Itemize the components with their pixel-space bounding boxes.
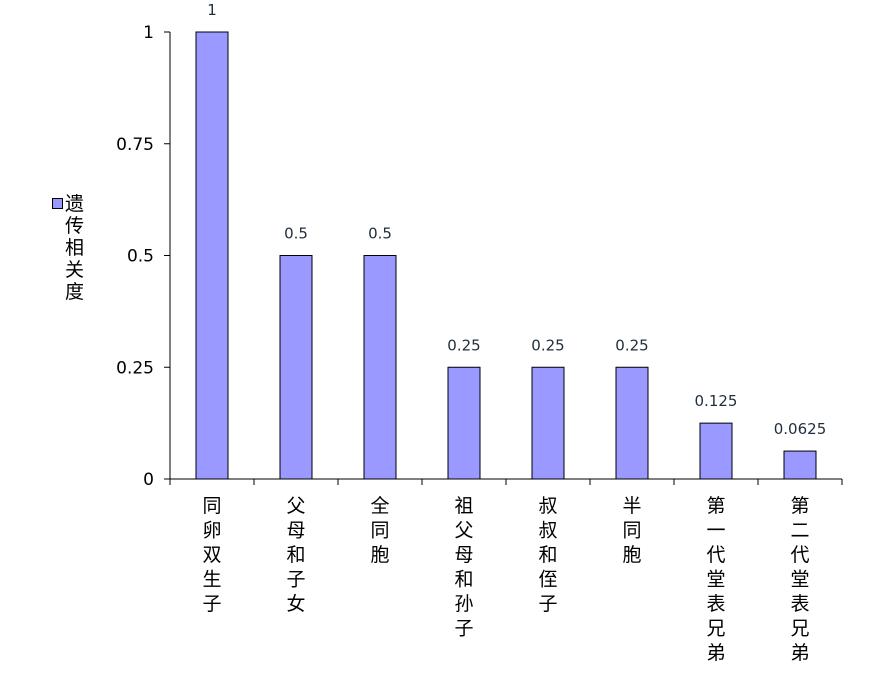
x-category-label: 第二代堂表兄弟 bbox=[790, 495, 809, 664]
data-labels: 1 0.5 0.5 0.25 0.25 0.25 0.125 0.0625 bbox=[207, 1, 826, 438]
y-tick-label: 1 bbox=[143, 23, 154, 43]
bar bbox=[699, 422, 733, 480]
data-label: 0.125 bbox=[695, 392, 738, 410]
y-axis-ticks: 0 0.25 0.5 0.75 1 bbox=[116, 23, 170, 490]
legend: 遗传相关度 bbox=[52, 193, 85, 303]
bar bbox=[531, 366, 565, 480]
x-category-label: 祖父母和孙子 bbox=[454, 495, 473, 640]
x-category-label: 第一代堂表兄弟 bbox=[706, 495, 725, 664]
y-tick-label: 0 bbox=[143, 470, 154, 490]
y-tick-label: 0.25 bbox=[116, 358, 154, 378]
data-label: 1 bbox=[207, 1, 217, 19]
data-label: 0.25 bbox=[447, 336, 480, 354]
data-label: 0.5 bbox=[284, 225, 308, 243]
y-tick-label: 0.5 bbox=[127, 247, 154, 267]
legend-swatch bbox=[52, 198, 63, 209]
x-category-label: 叔叔和侄子 bbox=[538, 495, 557, 615]
y-tick-label: 0.75 bbox=[116, 135, 154, 155]
x-axis-labels: 同卵双生子 父母和子女 全同胞 祖父母和孙子 叔叔和侄子 半同胞 第一代堂表兄弟 第二代堂表兄… bbox=[202, 495, 809, 664]
bar bbox=[447, 366, 481, 480]
bar bbox=[279, 255, 313, 480]
x-category-label: 同卵双生子 bbox=[202, 495, 221, 615]
bar bbox=[363, 255, 397, 480]
bars bbox=[195, 31, 817, 480]
axes bbox=[169, 32, 843, 485]
x-category-label: 半同胞 bbox=[622, 495, 641, 566]
data-label: 0.5 bbox=[368, 225, 392, 243]
bar bbox=[195, 31, 229, 480]
bar bbox=[783, 450, 817, 480]
data-label: 0.25 bbox=[531, 336, 564, 354]
bar bbox=[615, 366, 649, 480]
x-category-label: 全同胞 bbox=[370, 495, 389, 566]
x-category-label: 父母和子女 bbox=[286, 495, 305, 615]
data-label: 0.25 bbox=[615, 336, 648, 354]
data-label: 0.0625 bbox=[774, 420, 827, 438]
legend-label: 遗传相关度 bbox=[65, 193, 85, 303]
